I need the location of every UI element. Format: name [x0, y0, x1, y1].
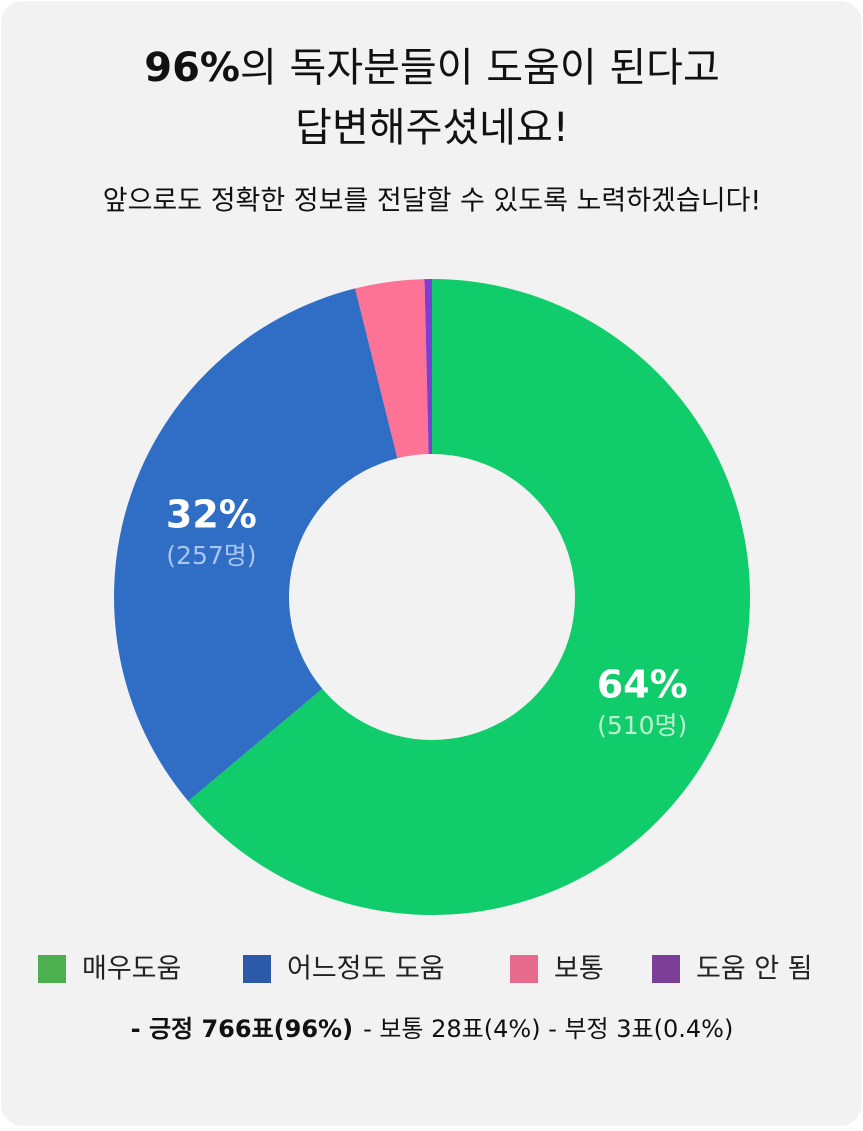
title-bold: 96% — [144, 45, 240, 91]
legend-swatch — [652, 955, 680, 983]
value-label: (510명) — [597, 711, 687, 740]
legend-swatch — [243, 955, 271, 983]
footer: - 긍정 766표(96%) - 보통 28표(4%) - 부정 3표(0.4%) — [131, 1015, 734, 1043]
title-line: 답변해주셨네요! — [295, 105, 569, 151]
slice — [424, 279, 432, 455]
legend-swatch — [38, 955, 66, 983]
footer-bold: - 긍정 766표(96%) — [131, 1015, 353, 1043]
percent-label: 32% — [166, 493, 257, 537]
chart-title: 96%의 독자분들이 도움이 된다고 — [144, 45, 720, 91]
title-line: 의 독자분들이 도움이 된다고 — [240, 45, 720, 91]
legend-label: 보통 — [554, 954, 604, 985]
legend-label: 매우도움 — [82, 954, 181, 985]
legend-label: 어느정도 도움 — [287, 954, 445, 985]
footer-rest: - 보통 28표(4%) - 부정 3표(0.4%) — [363, 1015, 733, 1043]
slice — [355, 279, 429, 459]
value-label: (257명) — [166, 541, 256, 570]
legend-swatch — [510, 955, 538, 983]
subtitle: 앞으로도 정확한 정보를 전달할 수 있도록 노력하겠습니다! — [103, 186, 761, 217]
slice — [188, 279, 750, 915]
slice — [113, 288, 398, 802]
percent-label: 64% — [597, 663, 688, 707]
legend-label: 도움 안 됨 — [696, 954, 813, 985]
